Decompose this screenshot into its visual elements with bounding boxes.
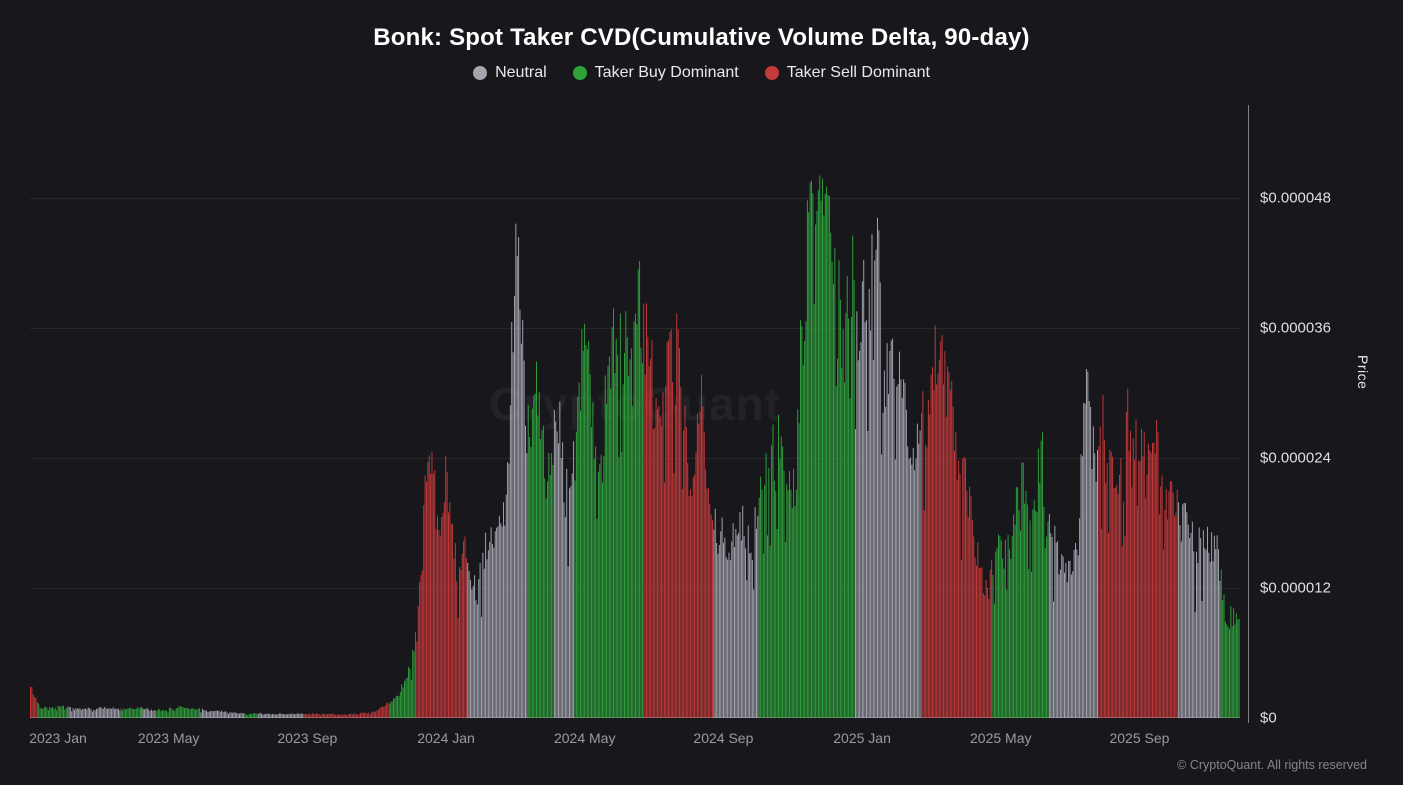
x-axis-tick-label: 2025 Jan [833,730,891,746]
y-axis-tick-label: $0.000036 [1260,319,1331,337]
y-axis-tick-label: $0.000012 [1260,579,1331,597]
x-axis-tick-label: 2024 Sep [693,730,754,746]
legend-item-buy[interactable]: Taker Buy Dominant [572,64,739,82]
plot-area: CryptoQuant [30,105,1240,718]
x-axis-tick-label: 2023 May [137,730,200,746]
copyright-notice: © CryptoQuant. All rights reserved [1177,758,1367,772]
legend-label: Taker Sell Dominant [786,64,930,81]
sell-swatch-icon [764,66,779,80]
legend-label: Taker Buy Dominant [594,64,739,81]
x-axis-tick-label: 2025 Sep [1109,730,1170,746]
legend-item-neutral[interactable]: Neutral [473,64,547,82]
chart-legend: Neutral Taker Buy Dominant Taker Sell Domi… [0,64,1403,82]
x-axis-tick-label: 2023 Sep [277,730,338,746]
x-axis-tick-label: 2023 Jan [29,730,87,746]
x-axis-tick-label: 2024 Jan [417,730,475,746]
y-axis-tick-label: $0.000048 [1260,189,1331,207]
price-axis-title: Price [1355,355,1371,390]
neutral-swatch-icon [473,66,488,80]
legend-label: Neutral [495,64,547,81]
cvd-bars-canvas[interactable] [30,105,1240,718]
y-axis-tick-label: $0.000024 [1260,449,1331,467]
chart-title: Bonk: Spot Taker CVD(Cumulative Volume D… [373,24,1030,51]
y-axis-line [1248,105,1249,723]
y-axis-tick-label: $0 [1260,709,1277,727]
legend-item-sell[interactable]: Taker Sell Dominant [764,64,930,82]
x-axis-tick-label: 2025 May [970,730,1032,746]
x-axis-tick-label: 2024 May [553,730,616,746]
buy-swatch-icon [572,66,587,80]
x-axis-baseline [30,717,1240,718]
